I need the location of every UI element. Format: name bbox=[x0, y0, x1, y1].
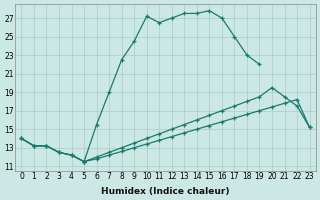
X-axis label: Humidex (Indice chaleur): Humidex (Indice chaleur) bbox=[101, 187, 230, 196]
